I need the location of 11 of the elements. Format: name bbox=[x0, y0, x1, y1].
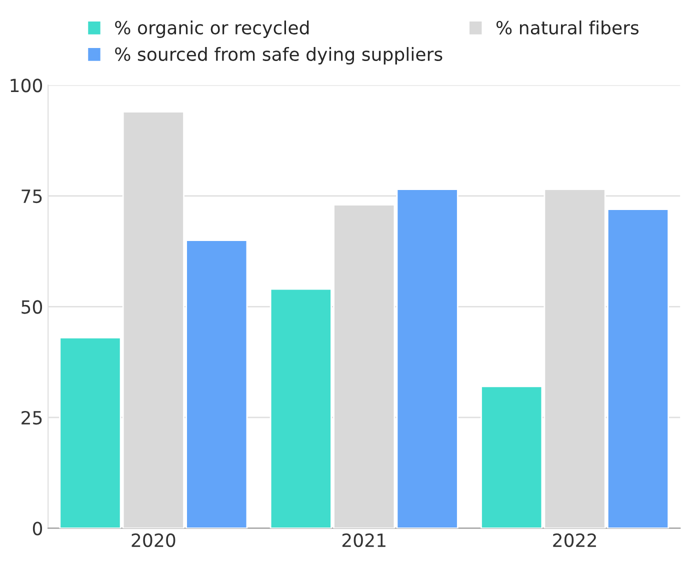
x-tick-label: 2020 bbox=[132, 533, 176, 548]
y-tick-label: 25 bbox=[22, 410, 42, 425]
y-tick-label: 0 bbox=[32, 522, 42, 536]
legend-label: % organic or recycled bbox=[115, 20, 309, 38]
y-tick-label: 75 bbox=[22, 190, 42, 204]
legend-label: % natural fibers bbox=[496, 20, 639, 35]
x-tick-label: 2022 bbox=[553, 533, 596, 548]
legend-label: % sourced from safe dying suppliers bbox=[115, 47, 442, 65]
y-tick-label: 50 bbox=[22, 300, 42, 314]
y-tick-label: 100 bbox=[10, 78, 42, 92]
x-tick-label: 2021 bbox=[342, 533, 386, 548]
